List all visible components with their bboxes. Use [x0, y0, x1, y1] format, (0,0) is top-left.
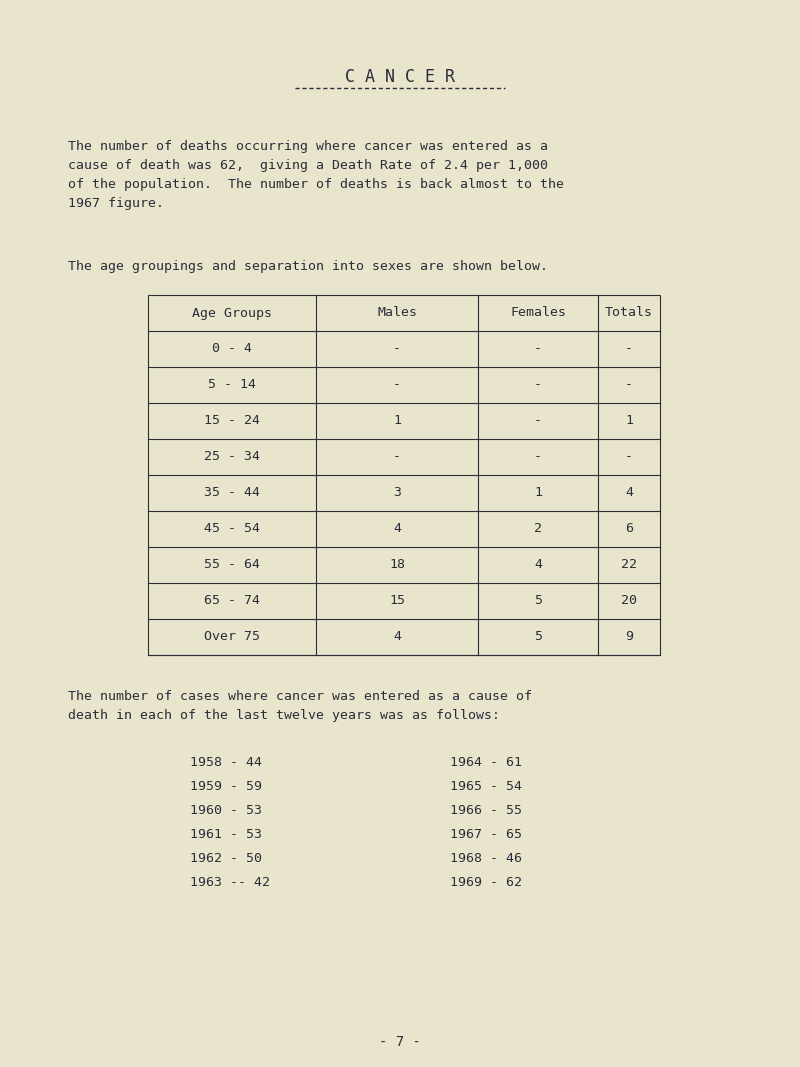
Text: Females: Females	[510, 306, 566, 319]
Text: 35 - 44: 35 - 44	[204, 487, 260, 499]
Text: 1: 1	[625, 414, 633, 428]
Text: 4: 4	[393, 523, 401, 536]
Text: 18: 18	[389, 558, 405, 572]
Text: 1959 - 59: 1959 - 59	[190, 780, 262, 793]
Text: 20: 20	[621, 594, 637, 607]
Text: 1963 -- 42: 1963 -- 42	[190, 876, 270, 889]
Text: -: -	[534, 379, 542, 392]
Text: 22: 22	[621, 558, 637, 572]
Text: 3: 3	[393, 487, 401, 499]
Bar	[148, 294, 660, 655]
Text: 0 - 4: 0 - 4	[212, 343, 252, 355]
Text: 4: 4	[534, 558, 542, 572]
Text: -: -	[534, 414, 542, 428]
Text: 1967 figure.: 1967 figure.	[68, 197, 164, 210]
Text: of the population.  The number of deaths is back almost to the: of the population. The number of deaths …	[68, 178, 564, 191]
Text: Males: Males	[377, 306, 417, 319]
Text: 1: 1	[534, 487, 542, 499]
Text: Age Groups: Age Groups	[192, 306, 272, 319]
Text: death in each of the last twelve years was as follows:: death in each of the last twelve years w…	[68, 708, 500, 722]
Text: 4: 4	[625, 487, 633, 499]
Text: 1967 - 65: 1967 - 65	[450, 828, 522, 841]
Text: 9: 9	[625, 631, 633, 643]
Text: 5: 5	[534, 631, 542, 643]
Text: The age groupings and separation into sexes are shown below.: The age groupings and separation into se…	[68, 260, 548, 273]
Text: The number of deaths occurring where cancer was entered as a: The number of deaths occurring where can…	[68, 140, 548, 153]
Text: - 7 -: - 7 -	[379, 1035, 421, 1049]
Text: 1968 - 46: 1968 - 46	[450, 853, 522, 865]
Text: -: -	[393, 343, 401, 355]
Text: 5 - 14: 5 - 14	[208, 379, 256, 392]
Text: 4: 4	[393, 631, 401, 643]
Text: 1960 - 53: 1960 - 53	[190, 805, 262, 817]
Text: 6: 6	[625, 523, 633, 536]
Text: 5: 5	[534, 594, 542, 607]
Text: 1: 1	[393, 414, 401, 428]
Text: -: -	[534, 343, 542, 355]
Text: 25 - 34: 25 - 34	[204, 450, 260, 463]
Text: 1969 - 62: 1969 - 62	[450, 876, 522, 889]
Text: 15 - 24: 15 - 24	[204, 414, 260, 428]
Text: 1958 - 44: 1958 - 44	[190, 757, 262, 769]
Text: The number of cases where cancer was entered as a cause of: The number of cases where cancer was ent…	[68, 690, 532, 703]
Text: -: -	[393, 379, 401, 392]
Text: 65 - 74: 65 - 74	[204, 594, 260, 607]
Text: -: -	[625, 343, 633, 355]
Text: cause of death was 62,  giving a Death Rate of 2.4 per 1,000: cause of death was 62, giving a Death Ra…	[68, 159, 548, 172]
Text: 1964 - 61: 1964 - 61	[450, 757, 522, 769]
Text: -: -	[625, 379, 633, 392]
Text: 45 - 54: 45 - 54	[204, 523, 260, 536]
Text: Over 75: Over 75	[204, 631, 260, 643]
Text: -: -	[625, 450, 633, 463]
Text: 1962 - 50: 1962 - 50	[190, 853, 262, 865]
Text: -: -	[534, 450, 542, 463]
Text: 1961 - 53: 1961 - 53	[190, 828, 262, 841]
Text: 55 - 64: 55 - 64	[204, 558, 260, 572]
Text: C A N C E R: C A N C E R	[345, 68, 455, 86]
Text: 1965 - 54: 1965 - 54	[450, 780, 522, 793]
Text: Totals: Totals	[605, 306, 653, 319]
Text: 2: 2	[534, 523, 542, 536]
Text: -: -	[393, 450, 401, 463]
Text: 1966 - 55: 1966 - 55	[450, 805, 522, 817]
Text: 15: 15	[389, 594, 405, 607]
